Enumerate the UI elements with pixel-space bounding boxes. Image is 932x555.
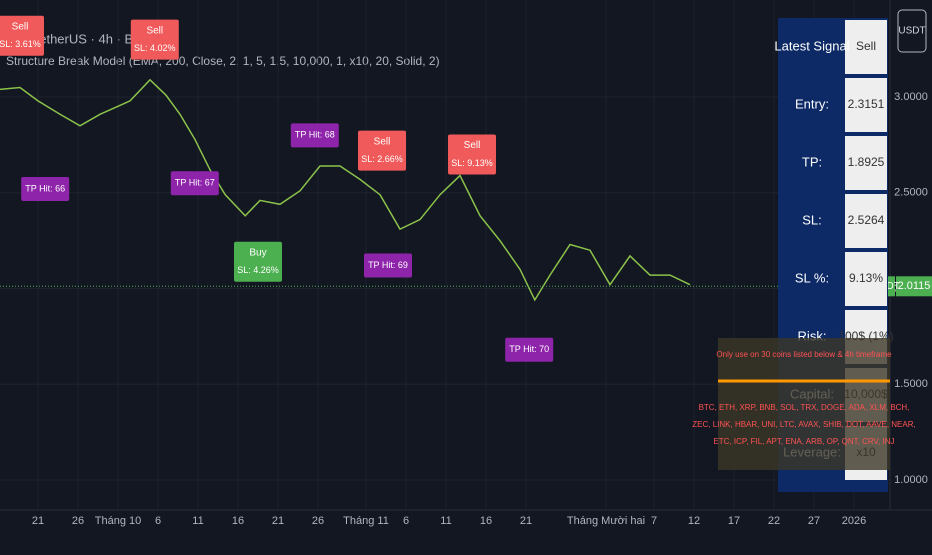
signal-label-box	[364, 253, 412, 278]
y-tick-label: 3.0000	[894, 91, 928, 103]
signal-text: SL: 9.13%	[451, 158, 493, 168]
x-tick-label: 2026	[842, 515, 866, 527]
last-price-tag	[896, 276, 932, 297]
table-value-cell	[845, 194, 887, 248]
signal-text: SL: 3.61%	[0, 39, 41, 49]
table-value: 9.13%	[849, 271, 883, 285]
signal-label-box	[358, 130, 406, 171]
table-label: Entry:	[795, 96, 829, 111]
x-tick-label: 6	[155, 515, 161, 527]
signal-text: SL: 2.66%	[361, 154, 403, 164]
table-value-cell	[845, 136, 887, 190]
x-tick-label: 21	[520, 515, 532, 527]
table-value: 2.5264	[848, 213, 885, 227]
x-tick-label: 26	[72, 515, 84, 527]
chart-subtitle: Structure Break Model (EMA, 200, Close, …	[6, 54, 440, 68]
x-tick-label: Tháng Mười hai	[567, 515, 645, 527]
y-tick-label: 1.0000	[894, 474, 928, 486]
table-value: Sell	[856, 39, 876, 53]
signal-text: TP Hit: 69	[368, 260, 408, 270]
signal-text: TP Hit: 67	[175, 178, 215, 188]
notice-title: Only use on 30 coins listed below & 4h t…	[716, 350, 892, 359]
signal-kind: Sell	[12, 21, 29, 32]
signal-kind: Sell	[464, 140, 481, 151]
x-tick-label: Tháng 11	[343, 515, 389, 527]
signal-label-box	[290, 123, 339, 148]
x-tick-label: 27	[808, 515, 820, 527]
x-tick-label: 6	[403, 515, 409, 527]
table-label: SL:	[802, 212, 822, 227]
signal-label-box	[505, 337, 554, 362]
table-value-cell	[845, 20, 887, 74]
signal-label-box	[0, 15, 44, 56]
signal-label-box	[234, 241, 282, 282]
signal-label-box	[448, 134, 496, 175]
signal-kind: Sell	[146, 25, 163, 36]
table-label: Latest Signal	[774, 38, 849, 53]
signal-label-box	[130, 19, 179, 60]
signal-text: SL: 4.26%	[237, 265, 279, 275]
x-tick-label: 17	[728, 515, 740, 527]
signal-text: TP Hit: 66	[25, 183, 65, 193]
chart-title: XRPTetherUS · 4h · Binance	[6, 31, 171, 46]
signal-kind: Buy	[249, 247, 266, 258]
price-line	[0, 78, 691, 302]
notice-line: BTC, ETH, XRP, BNB, SOL, TRX, DOGE, ADA,…	[699, 403, 910, 412]
x-tick-label: 7	[651, 515, 657, 527]
x-tick-label: 11	[192, 515, 203, 527]
table-value-cell	[845, 78, 887, 132]
currency-label: USDT	[898, 26, 925, 37]
last-price-label: 2.0115	[898, 280, 931, 292]
notice-box	[718, 338, 890, 470]
x-tick-label: 16	[480, 515, 492, 527]
x-tick-label: 21	[32, 515, 44, 527]
signal-text: SL: 4.02%	[134, 43, 176, 53]
signal-text: TP Hit: 70	[509, 344, 549, 354]
notice-line: ZEC, LINK, HBAR, UNI, LTC, AVAX, SHIB, D…	[692, 420, 915, 429]
x-tick-label: Tháng 10	[95, 515, 141, 527]
x-tick-label: 16	[232, 515, 244, 527]
signal-kind: Sell	[374, 136, 391, 147]
signal-label-box	[170, 171, 219, 196]
currency-button[interactable]	[897, 9, 927, 53]
signal-text: TP Hit: 68	[295, 130, 335, 140]
x-tick-label: 22	[768, 515, 780, 527]
y-tick-label: 2.5000	[894, 187, 928, 199]
x-tick-label: 26	[312, 515, 324, 527]
table-value-cell	[845, 252, 887, 306]
x-tick-label: 12	[688, 515, 700, 527]
table-label: SL %:	[795, 270, 829, 285]
signal-label-box	[21, 176, 70, 201]
grid	[0, 0, 890, 510]
table-value: 1.8925	[848, 155, 885, 169]
x-tick-label: 21	[272, 515, 284, 527]
notice-line: ETC, ICP, FIL, APT, ENA, ARB, OP, QNT, C…	[713, 437, 894, 446]
table-value: 2.3151	[848, 97, 885, 111]
x-tick-label: 11	[440, 515, 451, 527]
y-tick-label: 1.5000	[894, 378, 928, 390]
table-label: TP:	[802, 154, 822, 169]
